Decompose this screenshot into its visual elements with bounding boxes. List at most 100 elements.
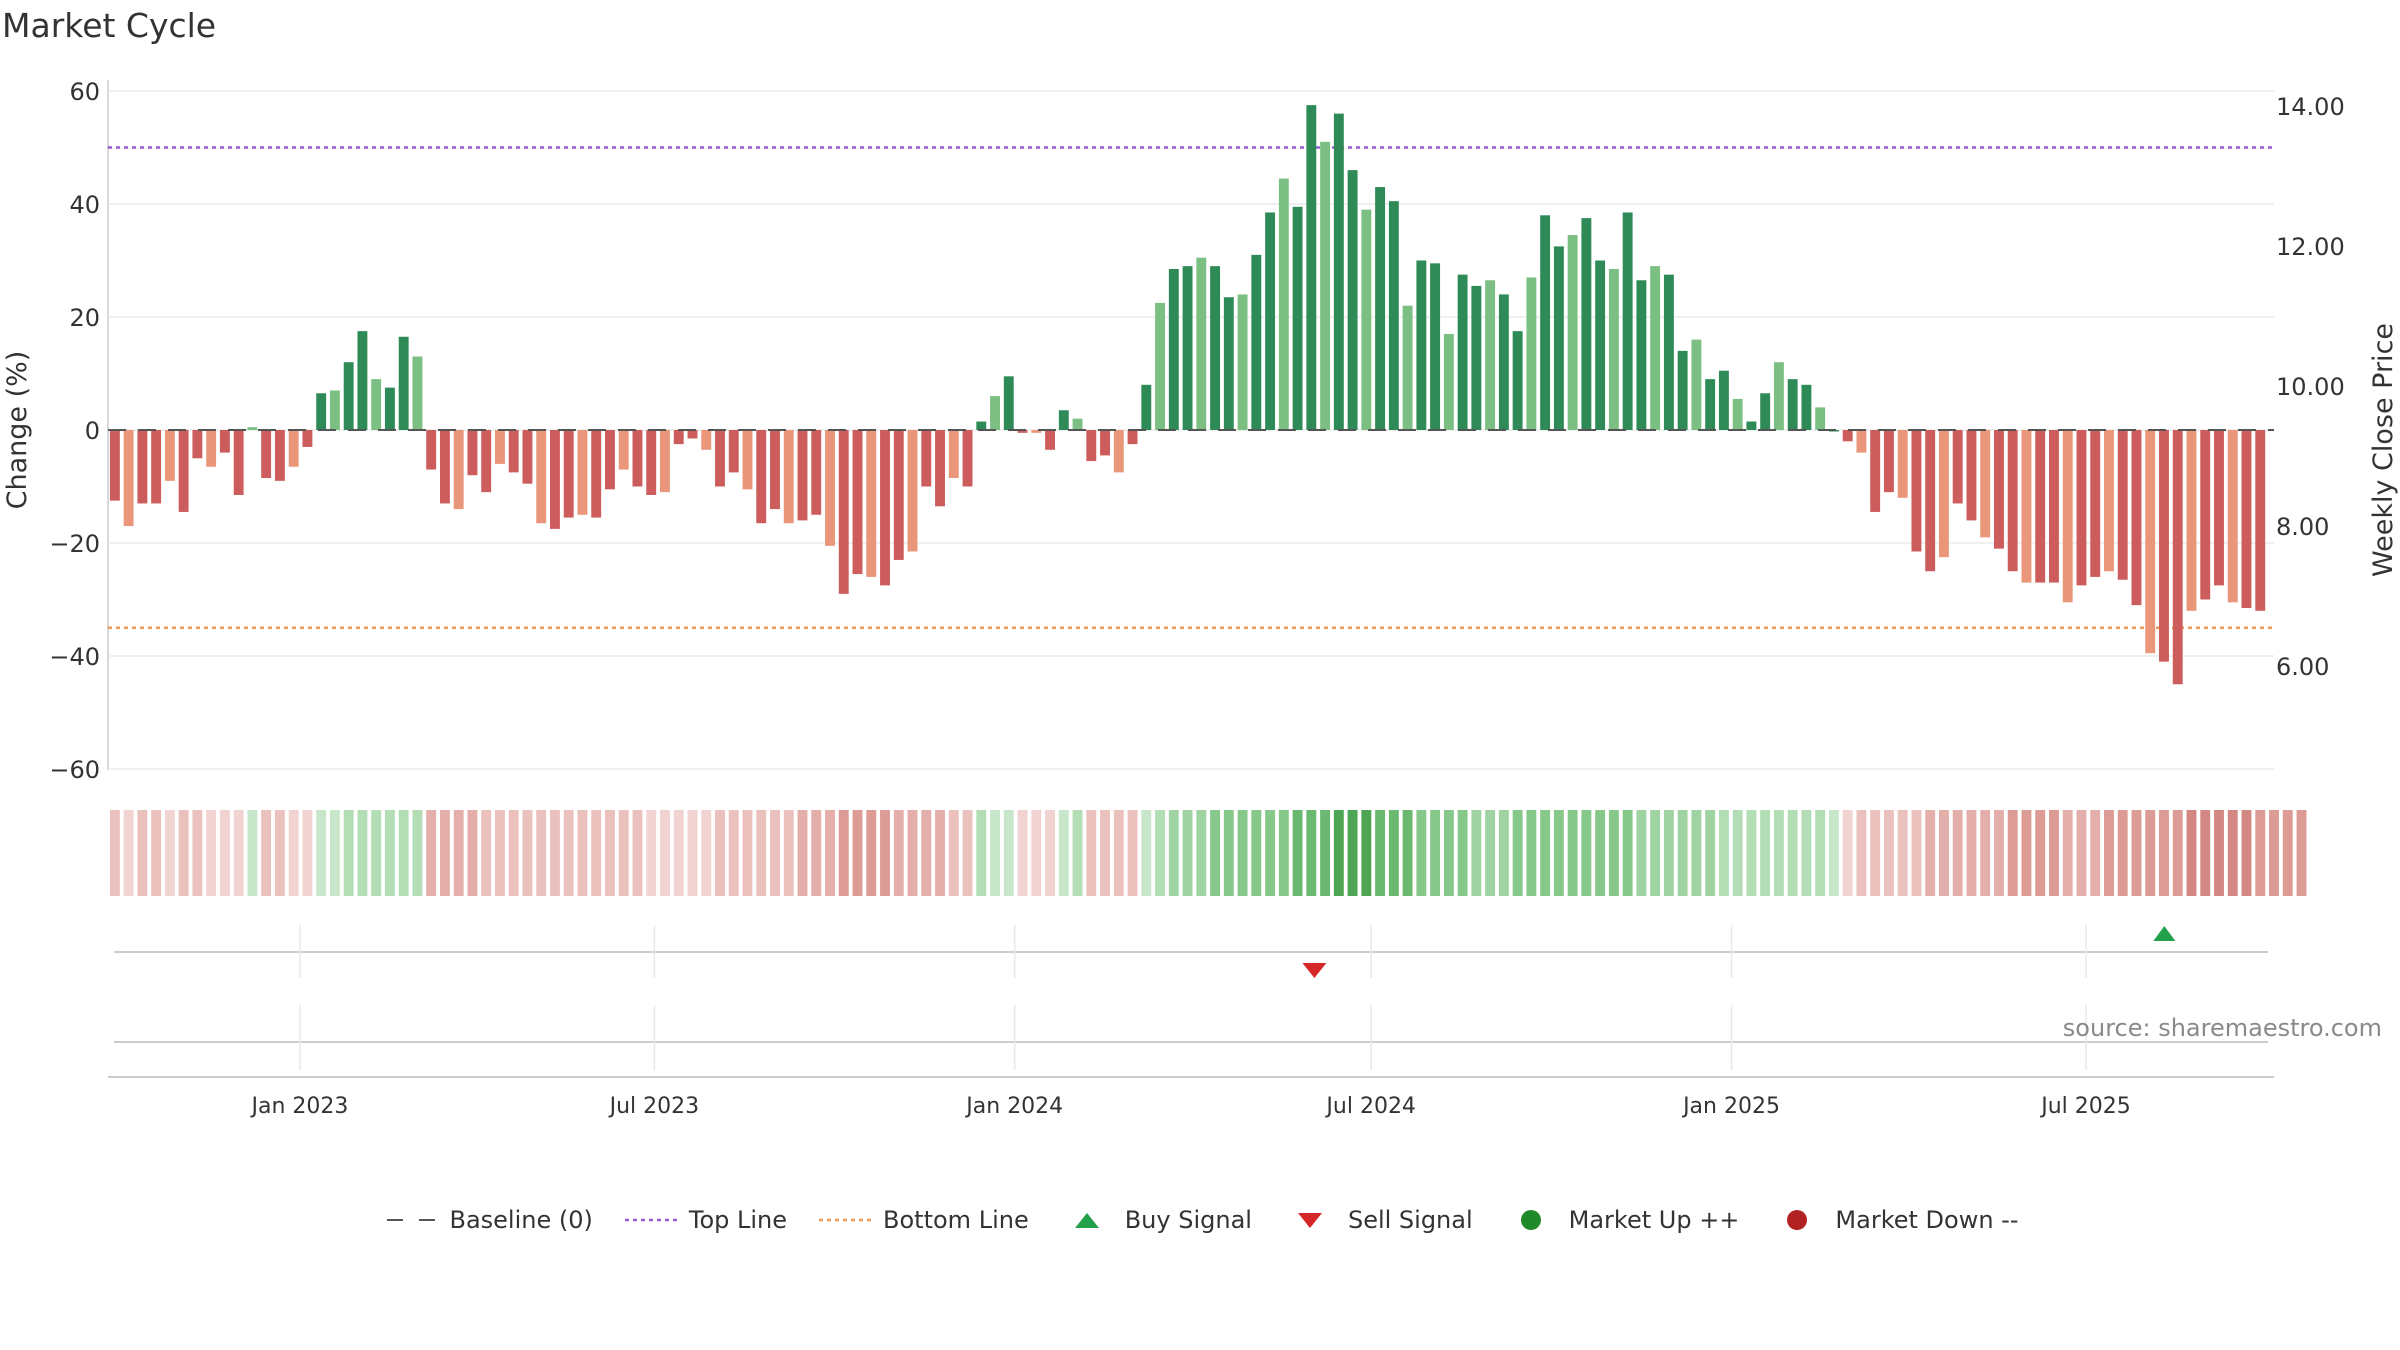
bar bbox=[1705, 379, 1716, 430]
bar bbox=[1100, 430, 1110, 456]
bar bbox=[1196, 257, 1207, 430]
intensity-cell bbox=[1457, 810, 1468, 896]
intensity-cell bbox=[838, 810, 849, 896]
bar bbox=[866, 430, 877, 577]
intensity-cell bbox=[247, 810, 258, 896]
intensity-cell bbox=[2269, 810, 2279, 896]
y-tick-label: 60 bbox=[69, 78, 100, 106]
bar bbox=[660, 430, 670, 493]
bar bbox=[302, 430, 313, 447]
intensity-cell bbox=[1553, 810, 1564, 896]
bar bbox=[2104, 430, 2114, 572]
bar bbox=[618, 430, 629, 470]
bar bbox=[1471, 285, 1482, 430]
bar bbox=[770, 430, 780, 510]
intensity-cell bbox=[1443, 810, 1454, 896]
bar bbox=[1485, 280, 1496, 430]
intensity-cell bbox=[2049, 810, 2059, 896]
legend-label: Buy Signal bbox=[1124, 1206, 1252, 1234]
bar bbox=[2214, 430, 2224, 586]
bar bbox=[522, 430, 533, 484]
intensity-cell bbox=[439, 810, 450, 896]
intensity-cell bbox=[1347, 810, 1358, 896]
x-tick-label: Jul 2025 bbox=[2039, 1094, 2131, 1119]
intensity-cell bbox=[728, 810, 739, 896]
bar bbox=[1883, 430, 1894, 493]
intensity-cell bbox=[316, 810, 327, 896]
legend-label: Sell Signal bbox=[1347, 1206, 1473, 1234]
intensity-cell bbox=[1705, 810, 1716, 896]
intensity-cell bbox=[219, 810, 230, 896]
bar bbox=[1966, 430, 1977, 521]
intensity-cell bbox=[1994, 810, 2004, 896]
intensity-cell bbox=[2200, 810, 2211, 896]
intensity-cell bbox=[1787, 810, 1798, 896]
intensity-cell bbox=[1732, 810, 1743, 896]
intensity-cell bbox=[550, 810, 560, 896]
bar bbox=[1058, 410, 1069, 431]
bar bbox=[1210, 266, 1221, 430]
bar bbox=[2159, 430, 2169, 662]
intensity-cell bbox=[1650, 810, 1661, 896]
intensity-cell bbox=[1017, 810, 1028, 896]
intensity-cell bbox=[192, 810, 203, 896]
intensity-cell bbox=[605, 810, 615, 896]
bar bbox=[1498, 294, 1509, 430]
intensity-cell bbox=[742, 810, 753, 896]
legend-label: Market Up ++ bbox=[1568, 1206, 1740, 1234]
intensity-cell bbox=[2282, 810, 2293, 896]
intensity-cell bbox=[137, 810, 148, 896]
intensity-cell bbox=[1883, 810, 1894, 896]
bar bbox=[701, 430, 712, 450]
bar bbox=[467, 430, 478, 476]
intensity-cell bbox=[2186, 810, 2197, 896]
intensity-cell bbox=[1581, 810, 1592, 896]
intensity-cell bbox=[206, 810, 217, 896]
bar bbox=[976, 421, 987, 430]
bar bbox=[2255, 430, 2266, 611]
intensity-cell bbox=[2131, 810, 2142, 896]
bar bbox=[1430, 263, 1441, 430]
bar bbox=[715, 430, 725, 487]
intensity-cell bbox=[1113, 810, 1124, 896]
bar bbox=[550, 430, 560, 529]
intensity-cell bbox=[1938, 810, 1949, 896]
bar bbox=[2172, 430, 2183, 685]
y-tick-label: −40 bbox=[49, 643, 100, 671]
intensity-cell bbox=[1512, 810, 1523, 896]
bar bbox=[935, 430, 945, 507]
legend-item-buy-signal: Buy Signal bbox=[1057, 1206, 1252, 1234]
intensity-cell bbox=[1361, 810, 1372, 896]
intensity-cell bbox=[274, 810, 285, 896]
bar bbox=[1608, 268, 1619, 431]
legend-label: Baseline (0) bbox=[449, 1206, 593, 1234]
intensity-cell bbox=[426, 810, 437, 896]
intensity-cell bbox=[2090, 810, 2101, 896]
bar bbox=[384, 387, 395, 431]
sell-signal-marker bbox=[1302, 963, 1327, 978]
intensity-cell bbox=[1718, 810, 1729, 896]
dotted-purple-line-icon bbox=[624, 1218, 677, 1222]
bar bbox=[1567, 235, 1578, 430]
intensity-cell bbox=[2104, 810, 2114, 896]
bar bbox=[1251, 254, 1262, 430]
y-tick-label: 20 bbox=[69, 304, 100, 332]
intensity-cell bbox=[1856, 810, 1867, 896]
bar bbox=[2131, 430, 2142, 606]
bar bbox=[1155, 302, 1166, 431]
intensity-cell bbox=[1292, 810, 1303, 896]
bar bbox=[2076, 430, 2087, 586]
bar bbox=[591, 430, 602, 518]
intensity-cell bbox=[1691, 810, 1702, 896]
legend-item-market-up: Market Up ++ bbox=[1501, 1206, 1740, 1234]
intensity-cell bbox=[880, 810, 890, 896]
intensity-cell bbox=[618, 810, 629, 896]
intensity-cell bbox=[1471, 810, 1482, 896]
bar bbox=[742, 430, 753, 490]
bar bbox=[1017, 430, 1028, 433]
intensity-cell bbox=[536, 810, 547, 896]
bar bbox=[673, 430, 684, 445]
intensity-cell bbox=[948, 810, 959, 896]
source-credit: source: sharemaestro.com bbox=[2062, 1014, 2382, 1042]
intensity-cell bbox=[453, 810, 464, 896]
